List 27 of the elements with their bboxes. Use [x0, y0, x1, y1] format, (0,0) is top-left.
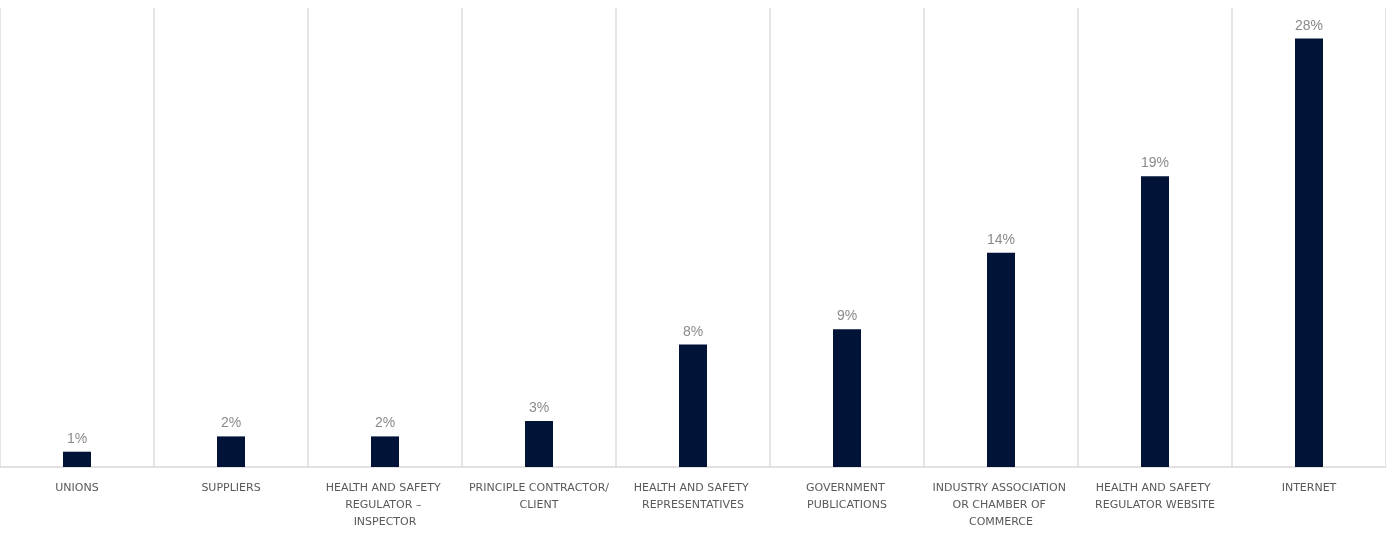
bar	[63, 451, 91, 467]
x-tick-label: SUPPLIERS	[201, 481, 261, 494]
data-label: 2%	[220, 414, 242, 431]
bar	[987, 252, 1015, 467]
bar	[679, 344, 707, 467]
x-tick-label: PRINCIPLE CONTRACTOR/CLIENT	[468, 481, 610, 511]
data-label: 8%	[682, 322, 704, 339]
bar	[525, 421, 553, 467]
x-tick-label: UNIONS	[55, 481, 99, 494]
x-tick-label: INTERNET	[1281, 481, 1337, 494]
data-label: 2%	[374, 414, 396, 431]
x-tick-label: HEALTH AND SAFETY REPRESENTATIVES	[633, 481, 753, 511]
data-label: 1%	[66, 429, 88, 446]
bar	[217, 436, 245, 467]
x-tick-label: GOVERNMENT PUBLICATIONS	[805, 481, 889, 511]
data-label: 28%	[1294, 16, 1324, 33]
bar	[1295, 38, 1323, 467]
bar	[833, 329, 861, 467]
bar	[371, 436, 399, 467]
data-label: 14%	[986, 230, 1016, 247]
data-label: 9%	[836, 307, 858, 324]
x-tick-label: HEALTH AND SAFETY REGULATOR – INSPECTOR	[325, 481, 445, 528]
x-tick-label: HEALTH AND SAFETY REGULATOR WEBSITE	[1095, 481, 1215, 511]
data-label: 3%	[528, 399, 550, 416]
x-tick-label: INDUSTRY ASSOCIATION OR CHAMBER OF COMMERCE	[932, 481, 1070, 528]
bar	[1141, 176, 1169, 467]
data-label: 19%	[1140, 154, 1170, 171]
